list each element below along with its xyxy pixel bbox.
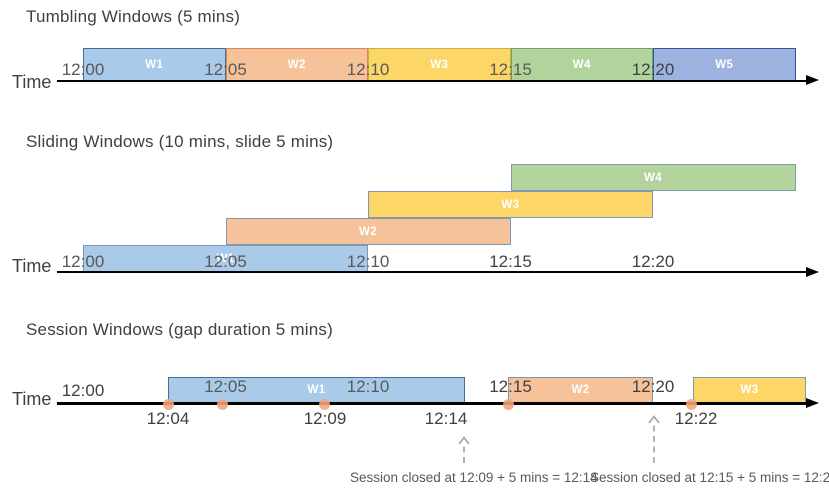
window-w3: W3: [368, 48, 511, 82]
time-axis-label: Time: [12, 256, 52, 276]
window-w1: W1: [168, 377, 465, 403]
window-label: W3: [501, 198, 520, 211]
window-label: W4: [572, 59, 591, 71]
event-dot: [502, 399, 514, 410]
tick-12-00: 12:00: [61, 252, 105, 271]
tick-12-00: 12:00: [61, 381, 105, 400]
window-label: W1: [145, 59, 164, 71]
timeline: [57, 270, 808, 274]
event-dot: [162, 399, 174, 410]
tick-12-15: 12:15: [489, 377, 532, 396]
window-w2: W2: [225, 218, 511, 245]
window-label: W2: [287, 59, 306, 71]
timeline: [57, 79, 808, 83]
tick-12-20: 12:20: [631, 377, 675, 396]
event-time-label-12-14: 12:14: [424, 409, 468, 428]
window-w3: W3: [368, 191, 653, 218]
event-time-label-12-22: 12:22: [674, 409, 718, 428]
event-time-label-12-09: 12:09: [303, 409, 347, 428]
section-title-tumbling: Tumbling Windows (5 mins): [26, 7, 241, 26]
tick-12-10: 12:10: [346, 60, 390, 79]
window-w4: W4: [510, 164, 796, 191]
event-time-label-12-04: 12:04: [146, 409, 190, 428]
tick-12-10: 12:10: [346, 252, 390, 271]
time-axis-label: Time: [12, 389, 52, 409]
window-w5: W5: [653, 48, 796, 82]
tick-12-05: 12:05: [204, 60, 247, 79]
timeline: [57, 402, 808, 405]
window-w3: W3: [693, 377, 806, 403]
session-close-caption: Session closed at 12:09 + 5 mins = 12:14: [350, 470, 598, 485]
tick-12-15: 12:15: [489, 252, 532, 271]
window-label: W2: [358, 225, 378, 238]
event-dot: [216, 399, 228, 410]
window-w1: W1: [83, 48, 226, 82]
window-label: W3: [740, 384, 759, 396]
tick-12-00: 12:00: [61, 60, 105, 79]
window-w4: W4: [510, 48, 653, 82]
session-close-caption: Session closed at 12:15 + 5 mins = 12:20: [590, 470, 829, 485]
window-label: W4: [643, 171, 663, 184]
tick-12-05: 12:05: [204, 252, 247, 271]
tick-12-20: 12:20: [631, 252, 675, 271]
session-close-arrow-icon: [457, 436, 471, 469]
session-close-arrow-icon: [647, 415, 661, 469]
window-w2: W2: [508, 377, 653, 403]
timeline-arrowhead-icon: [806, 75, 819, 86]
tick-12-15: 12:15: [489, 60, 532, 79]
window-label: W5: [715, 59, 734, 71]
event-dot: [318, 399, 330, 410]
section-title-sliding: Sliding Windows (10 mins, slide 5 mins): [26, 132, 334, 151]
window-label: W3: [430, 59, 449, 71]
tick-12-05: 12:05: [204, 377, 247, 396]
window-label: W1: [307, 384, 326, 396]
tick-12-10: 12:10: [346, 377, 390, 396]
section-title-session: Session Windows (gap duration 5 mins): [26, 320, 333, 339]
time-axis-label: Time: [12, 72, 52, 92]
timeline-arrowhead-icon: [806, 398, 819, 409]
timeline-arrowhead-icon: [806, 266, 819, 277]
event-dot: [685, 399, 697, 410]
window-label: W1: [216, 252, 235, 265]
tick-12-20: 12:20: [631, 60, 675, 79]
window-label: W2: [571, 384, 590, 396]
